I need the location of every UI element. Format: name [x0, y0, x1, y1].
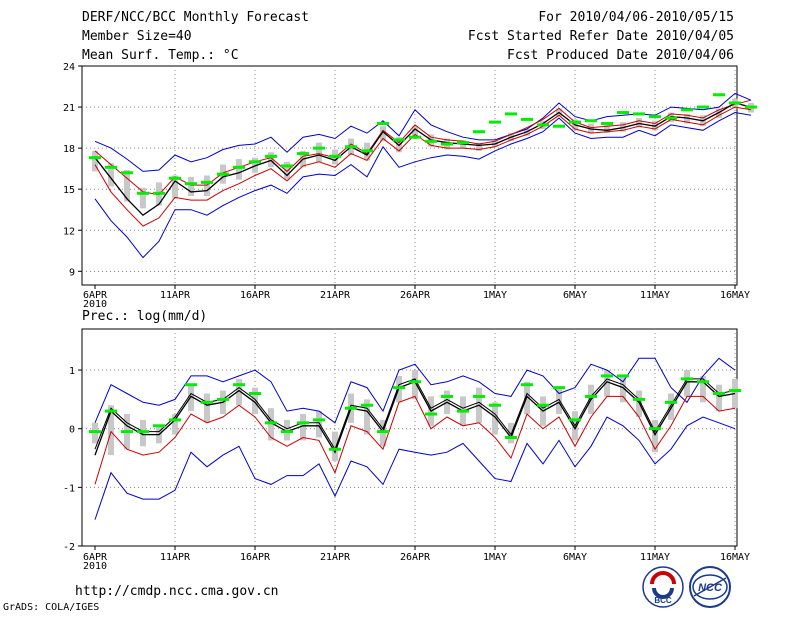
temp-spread-box: [188, 176, 194, 197]
temp-x-year-label: 2010: [83, 299, 107, 310]
temp-spread-box: [412, 126, 418, 139]
temp-spread-box: [476, 142, 482, 151]
temp-y-tick-label: 9: [69, 267, 75, 278]
temp-spread-box: [92, 150, 98, 172]
prec-x-year-label: 2010: [83, 561, 107, 572]
temp-x-tick-label: 11APR: [160, 290, 191, 301]
prec-x-tick-label: 11MAY: [640, 552, 670, 563]
temp-spread-box: [140, 187, 146, 209]
prec-spread-box: [364, 399, 370, 435]
prec-spread-box: [316, 411, 322, 438]
temp-x-tick-label: 6APR: [83, 290, 108, 301]
temp-y-tick-label: 21: [63, 103, 75, 114]
prec-x-tick-label: 16MAY: [720, 552, 750, 563]
prec-spread-box: [412, 370, 418, 400]
prec-x-tick-label: 11APR: [160, 552, 191, 563]
temp-series-mean: [94, 102, 752, 217]
prec-spread-box: [236, 378, 242, 406]
prec-spread-box: [652, 419, 658, 453]
temperature-variable-label: Mean Surf. Temp.: °C: [82, 48, 239, 63]
prec-series-p75: [94, 378, 736, 451]
prec-x-tick-label: 16APR: [240, 552, 271, 563]
temp-series-p25: [94, 106, 752, 227]
prec-spread-box: [172, 414, 178, 435]
prec-series-max: [94, 357, 736, 424]
prec-series-p25: [94, 395, 736, 485]
prec-series-min: [94, 416, 736, 520]
refer-date: Fcst Started Refer Date 2010/04/05: [467, 29, 734, 44]
prec-y-tick-label: 0: [69, 425, 75, 436]
temp-x-tick-label: 11MAY: [640, 290, 670, 301]
source-url[interactable]: http://cmdp.ncc.cma.gov.cn: [75, 584, 279, 599]
temp-spread-box: [204, 175, 210, 197]
ncc-logo-text: NCC: [698, 582, 723, 594]
temp-y-tick-label: 15: [63, 185, 75, 196]
bcc-logo-text: BCC: [654, 596, 672, 605]
temp-spread-box: [316, 142, 322, 162]
temp-y-tick-label: 18: [63, 144, 75, 155]
prec-spread-box: [716, 384, 722, 412]
temp-x-tick-label: 1MAY: [483, 290, 507, 301]
temp-spread-box: [108, 163, 114, 187]
prec-y-tick-label: 1: [69, 366, 75, 377]
prec-spread-box: [204, 393, 210, 423]
prec-y-tick-label: -1: [63, 483, 75, 494]
temp-spread-box: [284, 161, 290, 180]
prec-spread-box: [300, 414, 306, 441]
prec-spread-box: [332, 431, 338, 461]
prec-spread-box: [188, 384, 194, 412]
bcc-logo: BCC: [642, 566, 684, 612]
chart-title: DERF/NCC/BCC Monthly Forecast: [82, 10, 309, 25]
grads-credit: GrADS: COLA/IGES: [3, 602, 100, 613]
prec-spread-box: [620, 375, 626, 403]
forecast-period: For 2010/04/06-2010/05/15: [538, 10, 734, 25]
temp-spread-box: [380, 126, 386, 142]
prec-spread-box: [604, 370, 610, 397]
member-size: Member Size=40: [82, 29, 192, 44]
temp-y-tick-label: 12: [63, 226, 75, 237]
temp-series-min: [94, 111, 752, 259]
prec-x-tick-label: 6MAY: [563, 552, 587, 563]
temp-spread-box: [636, 118, 642, 128]
temp-series-p75: [94, 99, 752, 196]
prec-plot-frame: [81, 328, 738, 547]
temp-x-tick-label: 16MAY: [720, 290, 750, 301]
prec-spread-box: [684, 370, 690, 397]
temp-spread-box: [124, 170, 130, 202]
temp-y-tick-label: 24: [63, 62, 75, 73]
temp-x-tick-label: 21APR: [320, 290, 351, 301]
prec-spread-box: [508, 422, 514, 444]
prec-spread-box: [668, 393, 674, 420]
prec-spread-box: [108, 405, 114, 456]
temp-x-tick-label: 6MAY: [563, 290, 587, 301]
prec-x-tick-label: 6APR: [83, 552, 108, 563]
temp-spread-box: [604, 123, 610, 134]
precip-variable-label: Prec.: log(mm/d): [82, 309, 208, 324]
prec-spread-box: [492, 402, 498, 435]
temp-spread-box: [236, 159, 242, 180]
temp-x-tick-label: 26APR: [400, 290, 431, 301]
produced-date: Fcst Produced Date 2010/04/06: [507, 48, 734, 63]
prec-x-tick-label: 21APR: [320, 552, 351, 563]
prec-spread-box: [556, 387, 562, 415]
temp-spread-box: [684, 113, 690, 124]
prec-x-tick-label: 26APR: [400, 552, 431, 563]
prec-spread-box: [700, 375, 706, 403]
prec-spread-box: [636, 390, 642, 417]
temp-spread-box: [588, 123, 594, 134]
temp-spread-box: [620, 122, 626, 132]
temp-plot-frame: [81, 65, 738, 286]
prec-x-tick-label: 1MAY: [483, 552, 507, 563]
prec-y-tick-label: -2: [63, 542, 75, 553]
temp-spread-box: [172, 175, 178, 199]
ncc-logo: NCC: [688, 566, 732, 612]
prec-spread-box: [252, 387, 258, 415]
temp-x-tick-label: 16APR: [240, 290, 271, 301]
